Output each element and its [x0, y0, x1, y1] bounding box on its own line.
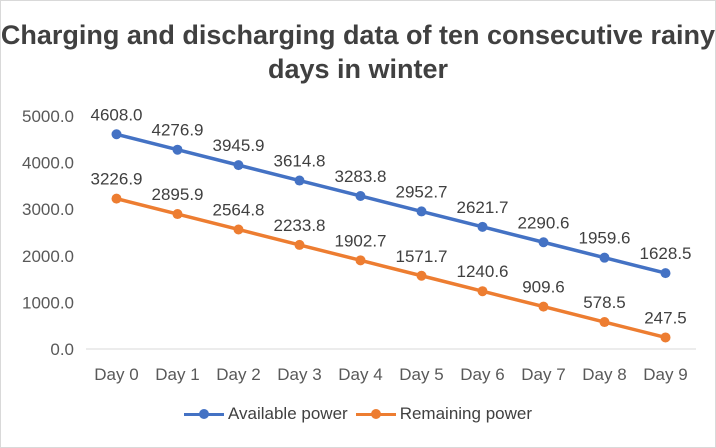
- x-tick-label: Day 2: [216, 365, 260, 384]
- data-label: 909.6: [522, 278, 565, 297]
- y-tick-label: 4000.0: [22, 154, 74, 173]
- data-point: [477, 221, 488, 232]
- y-tick-label: 1000.0: [22, 293, 74, 312]
- data-label: 2233.8: [274, 216, 326, 235]
- data-point: [233, 160, 244, 171]
- x-tick-label: Day 5: [399, 365, 443, 384]
- x-tick-label: Day 3: [277, 365, 321, 384]
- y-tick-label: 0.0: [50, 340, 74, 359]
- x-tick-label: Day 9: [643, 365, 687, 384]
- data-point: [599, 317, 610, 328]
- data-label: 247.5: [644, 308, 687, 327]
- x-tick-label: Day 8: [582, 365, 626, 384]
- legend-label-available-power: Available power: [227, 404, 348, 423]
- data-label: 578.5: [583, 293, 626, 312]
- data-label: 3614.8: [274, 152, 326, 171]
- legend-marker-available-power: [183, 407, 224, 421]
- data-label: 1959.6: [579, 229, 631, 248]
- data-label: 2952.7: [396, 182, 448, 201]
- y-tick-label: 3000.0: [22, 200, 74, 219]
- data-point: [294, 175, 305, 186]
- data-point: [416, 270, 427, 281]
- data-point: [477, 286, 488, 297]
- data-label: 3283.8: [335, 167, 387, 186]
- legend-label-remaining-power: Remaining power: [399, 404, 532, 423]
- data-point: [538, 301, 549, 312]
- data-point: [111, 193, 122, 204]
- x-tick-label: Day 0: [94, 365, 138, 384]
- y-tick-label: 2000.0: [22, 247, 74, 266]
- data-label: 1628.5: [640, 244, 692, 263]
- legend-item-remaining-power: Remaining power: [355, 404, 532, 424]
- data-label: 2290.6: [518, 213, 570, 232]
- data-label: 2621.7: [457, 198, 509, 217]
- data-label: 1571.7: [396, 247, 448, 266]
- data-label: 1240.6: [457, 262, 509, 281]
- data-label: 3226.9: [91, 170, 143, 189]
- data-point: [599, 252, 610, 263]
- data-point: [355, 190, 366, 201]
- data-point: [355, 255, 366, 266]
- data-point: [294, 239, 305, 250]
- chart-title: Charging and discharging data of ten con…: [0, 20, 716, 84]
- legend-item-available-power: Available power: [183, 404, 348, 424]
- data-point: [233, 224, 244, 235]
- data-point: [416, 206, 427, 217]
- data-point: [660, 268, 671, 279]
- data-point: [111, 129, 122, 140]
- legend-marker-remaining-power: [355, 407, 396, 421]
- series-line-0: [116, 132, 666, 275]
- data-label: 3945.9: [213, 136, 265, 155]
- y-tick-label: 5000.0: [22, 107, 74, 126]
- data-point: [172, 144, 183, 155]
- x-tick-label: Day 6: [460, 365, 504, 384]
- series-line-1: [116, 196, 666, 340]
- chart-legend: Available power Remaining power: [0, 404, 716, 424]
- x-tick-label: Day 4: [338, 365, 382, 384]
- data-label: 4276.9: [152, 121, 204, 140]
- data-point: [660, 332, 671, 343]
- data-point: [538, 237, 549, 248]
- data-label: 2564.8: [213, 200, 265, 219]
- x-tick-label: Day 7: [521, 365, 565, 384]
- data-label: 4608.0: [91, 105, 143, 124]
- data-label: 1902.7: [335, 231, 387, 250]
- data-label: 2895.9: [152, 185, 204, 204]
- x-tick-label: Day 1: [155, 365, 199, 384]
- data-point: [172, 209, 183, 220]
